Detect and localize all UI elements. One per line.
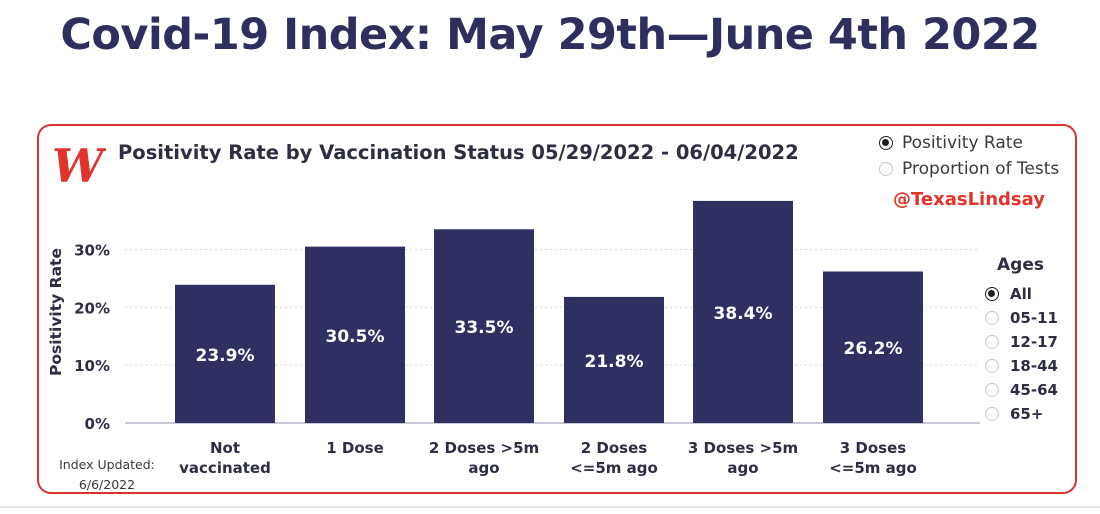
x-category-label: 3 Doses >5m xyxy=(688,439,798,457)
age-option-45-64[interactable]: 45-64 xyxy=(985,381,1058,399)
age-option-label: 65+ xyxy=(1010,405,1044,423)
bar-data-label: 30.5% xyxy=(326,327,385,347)
x-category-label: ago xyxy=(468,459,499,477)
radio-selected-icon[interactable] xyxy=(879,136,893,150)
x-category-label: 2 Doses >5m xyxy=(429,439,539,457)
svg-text:W: W xyxy=(52,140,106,190)
age-option-label: All xyxy=(1010,285,1032,303)
bar xyxy=(693,200,793,423)
age-option-05-11[interactable]: 05-11 xyxy=(985,309,1058,327)
y-tick-label: 30% xyxy=(74,242,110,260)
radio-unselected-icon[interactable] xyxy=(985,359,999,373)
age-option-label: 18-44 xyxy=(1010,357,1058,375)
bar xyxy=(564,296,664,423)
x-category-label: ago xyxy=(727,459,758,477)
bar xyxy=(305,246,405,423)
bar-data-label: 21.8% xyxy=(585,352,644,372)
x-category-label: 3 Doses xyxy=(840,439,907,457)
radio-selected-icon[interactable] xyxy=(985,287,999,301)
x-category-label: Not xyxy=(210,439,240,457)
index-updated-label: Index Updated: xyxy=(59,457,155,472)
bar xyxy=(434,229,534,423)
y-axis-title: Positivity Rate xyxy=(47,248,65,376)
bar-data-label: 38.4% xyxy=(714,304,773,324)
chart-title: Positivity Rate by Vaccination Status 05… xyxy=(118,141,799,164)
radio-unselected-icon[interactable] xyxy=(879,162,893,176)
age-option-label: 12-17 xyxy=(1010,333,1058,351)
x-category-label: 1 Dose xyxy=(326,439,384,457)
walgreens-logo-icon: W xyxy=(52,140,106,190)
y-tick-label: 10% xyxy=(74,357,110,375)
age-option-65-plus[interactable]: 65+ xyxy=(985,405,1043,423)
bar-data-label: 23.9% xyxy=(196,346,255,366)
bar-data-label: 33.5% xyxy=(455,318,514,338)
footer-divider xyxy=(0,506,1100,508)
bar xyxy=(823,271,923,423)
bar-data-label: 26.2% xyxy=(844,339,903,359)
radio-unselected-icon[interactable] xyxy=(985,335,999,349)
x-category-label: <=5m ago xyxy=(570,459,658,477)
y-tick-label: 0% xyxy=(85,415,110,433)
ages-filter-title: Ages xyxy=(997,255,1044,275)
radio-unselected-icon[interactable] xyxy=(985,311,999,325)
age-option-all[interactable]: All xyxy=(985,285,1032,303)
index-updated: Index Updated: 6/6/2022 xyxy=(52,455,162,495)
radio-unselected-icon[interactable] xyxy=(985,407,999,421)
x-category-label: vaccinated xyxy=(179,459,271,477)
age-option-18-44[interactable]: 18-44 xyxy=(985,357,1058,375)
x-category-label: 2 Doses xyxy=(581,439,648,457)
metric-option-positivity-rate[interactable]: Positivity Rate xyxy=(879,133,1023,153)
index-updated-date: 6/6/2022 xyxy=(78,477,136,492)
y-tick-label: 20% xyxy=(74,299,110,317)
x-category-label: <=5m ago xyxy=(829,459,917,477)
age-option-12-17[interactable]: 12-17 xyxy=(985,333,1058,351)
metric-option-label: Proportion of Tests xyxy=(902,159,1060,179)
age-option-label: 05-11 xyxy=(1010,309,1058,327)
page-headline: Covid-19 Index: May 29th—June 4th 2022 xyxy=(60,10,1040,60)
metric-option-proportion-of-tests[interactable]: Proportion of Tests xyxy=(879,159,1059,179)
bar xyxy=(175,284,275,423)
author-handle: @TexasLindsay xyxy=(893,189,1045,210)
radio-unselected-icon[interactable] xyxy=(985,383,999,397)
age-option-label: 45-64 xyxy=(1010,381,1058,399)
metric-option-label: Positivity Rate xyxy=(902,133,1023,153)
